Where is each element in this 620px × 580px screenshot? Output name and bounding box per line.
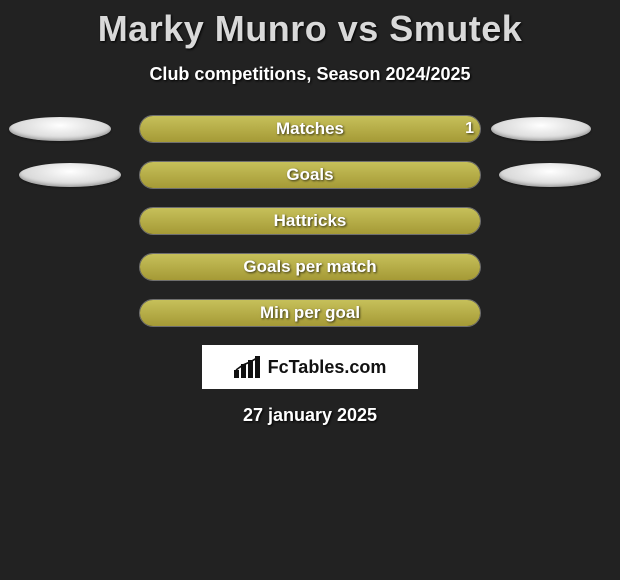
metric-bar: Goals per match <box>139 253 481 281</box>
comparison-infographic: Marky Munro vs Smutek Club competitions,… <box>0 0 620 580</box>
metric-row: Goals <box>0 161 620 191</box>
metric-bar: Matches1 <box>139 115 481 143</box>
metric-row: Matches1 <box>0 115 620 145</box>
right-ellipse <box>491 117 591 141</box>
page-title: Marky Munro vs Smutek <box>0 0 620 50</box>
metric-row: Min per goal <box>0 299 620 329</box>
metric-row: Hattricks <box>0 207 620 237</box>
metric-label: Min per goal <box>140 300 480 326</box>
metric-label: Goals per match <box>140 254 480 280</box>
date-label: 27 january 2025 <box>0 405 620 426</box>
left-ellipse <box>9 117 111 141</box>
right-ellipse <box>499 163 601 187</box>
logo-bars-icon <box>234 356 262 378</box>
metric-label: Hattricks <box>140 208 480 234</box>
metric-bar: Min per goal <box>139 299 481 327</box>
metric-label: Matches <box>140 116 480 142</box>
page-subtitle: Club competitions, Season 2024/2025 <box>0 64 620 85</box>
metric-right-value: 1 <box>465 116 474 142</box>
metric-rows: Matches1 Goals Hattricks Goals per match Min… <box>0 115 620 329</box>
metric-bar: Goals <box>139 161 481 189</box>
left-ellipse <box>19 163 121 187</box>
metric-bar: Hattricks <box>139 207 481 235</box>
metric-row: Goals per match <box>0 253 620 283</box>
logo-box: FcTables.com <box>202 345 418 389</box>
logo-text: FcTables.com <box>268 357 387 378</box>
metric-label: Goals <box>140 162 480 188</box>
